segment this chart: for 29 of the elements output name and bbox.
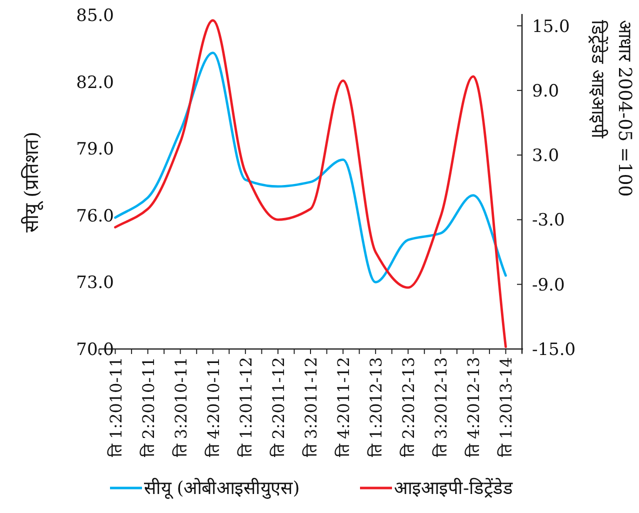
x-tick-label: ति 1:2010-11 xyxy=(106,357,126,458)
x-tick-label: ति 2:2012-13 xyxy=(399,357,418,458)
x-tick-label: ति 1:2013-14 xyxy=(496,357,516,458)
x-tick-label: ति 4:2011-12 xyxy=(334,357,354,458)
y2-tick-label: 9.0 xyxy=(532,81,560,102)
y2-axis-title: डिट्रेंडेड आइआइपी आधार 2004-05 =100 xyxy=(587,20,635,197)
x-tick-label: ति 1:2011-12 xyxy=(236,357,256,458)
y2-tick-label: 3.0 xyxy=(532,146,560,166)
y-tick-label: 73.0 xyxy=(76,273,114,294)
x-tick-label: ति 3:2011-12 xyxy=(302,357,320,458)
y2-tick-label: -9.0 xyxy=(532,275,565,296)
x-tick-label: ति 1:2012-13 xyxy=(366,357,386,458)
x-tick-label: ति 3:2010-11 xyxy=(171,357,190,458)
legend-label: सीयू (ओबीआइसीयुएस) xyxy=(144,477,300,499)
x-tick-label: ति 4:2010-11 xyxy=(204,357,223,458)
legend-label: आइआइपी-डिट्रेंडेड xyxy=(394,477,514,499)
y2-tick-label: 15.0 xyxy=(532,16,570,37)
y2-tick-label: -15.0 xyxy=(532,340,576,360)
y-tick-label: 82.0 xyxy=(76,72,114,93)
y-tick-label: 85.0 xyxy=(76,6,114,26)
y-tick-label: 79.0 xyxy=(76,140,114,160)
y-tick-label: 70.0 xyxy=(76,340,114,360)
x-tick-label: ति 4:2012-13 xyxy=(464,357,484,458)
y-axis-title: सीयू (प्रतिशत) xyxy=(20,132,44,232)
y-tick-label: 76.0 xyxy=(76,206,114,226)
x-tick-label: ति 3:2012-13 xyxy=(432,357,451,458)
x-tick-label: ति 2:2011-12 xyxy=(268,357,288,458)
x-tick-label: ति 2:2010-11 xyxy=(138,357,158,458)
y2-tick-label: -3.0 xyxy=(532,210,565,231)
